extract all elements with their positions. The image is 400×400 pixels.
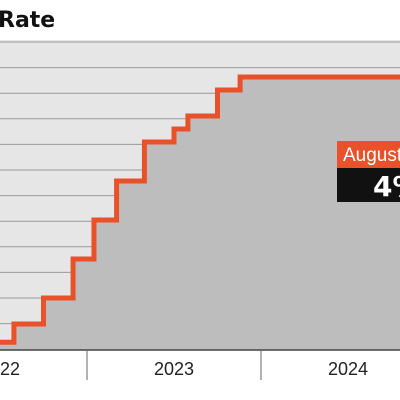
chart-title: Rate xyxy=(0,8,55,33)
rate-area-fill xyxy=(0,77,400,350)
callout-value: 4% xyxy=(373,170,400,203)
x-tick-label: 2022 xyxy=(0,359,20,379)
callout: August 4% xyxy=(337,141,400,203)
rate-step-line xyxy=(0,74,400,345)
callout-label-bg xyxy=(337,141,400,168)
x-tick-label: 2024 xyxy=(328,359,368,379)
x-axis-ticks xyxy=(86,350,262,380)
x-tick-label: 2023 xyxy=(154,359,194,379)
callout-label: August xyxy=(343,145,400,166)
x-axis-labels: 2022 2023 2024 xyxy=(0,359,368,379)
callout-value-bg xyxy=(337,168,400,202)
